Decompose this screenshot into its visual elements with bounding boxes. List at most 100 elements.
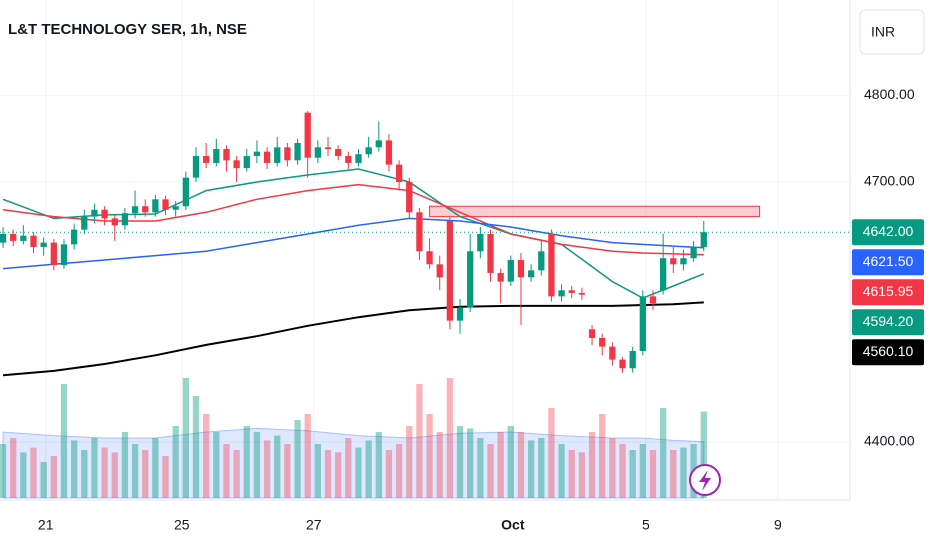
candle-body — [416, 212, 423, 252]
x-tick-label: 5 — [642, 517, 650, 533]
candle-body — [233, 160, 240, 169]
volume-bar — [568, 450, 575, 498]
volume-bar — [456, 426, 464, 498]
candle-body — [50, 242, 57, 266]
volume-bar — [263, 440, 271, 498]
volume-bar — [274, 435, 281, 498]
volume-bar — [558, 444, 565, 498]
volume-bar — [284, 444, 291, 498]
price-label: 4594.20 — [863, 313, 914, 329]
candle-body — [253, 151, 261, 156]
volume-bar — [527, 440, 535, 498]
price-pane — [0, 110, 850, 377]
y-tick-label: 4700.00 — [864, 173, 915, 189]
volume-bar — [619, 444, 626, 498]
candle-body — [700, 232, 707, 247]
volume-bar — [70, 440, 78, 498]
volume-bar — [426, 414, 433, 498]
volume-bar — [416, 384, 423, 498]
candle-body — [385, 140, 393, 165]
x-tick-label: 25 — [174, 517, 190, 533]
x-tick-label: Oct — [501, 517, 525, 533]
candle-body — [284, 147, 291, 161]
candle-body — [111, 218, 118, 226]
candle-body — [355, 154, 362, 163]
volume-bar — [0, 444, 7, 498]
volume-bar — [20, 452, 27, 498]
candle-body — [629, 350, 636, 369]
axes: 4400.00 4700.00 4800.00 21 25 27 Oct 5 9 4642.00 4… — [38, 86, 924, 533]
candle-body — [578, 292, 586, 295]
candle-body — [314, 147, 322, 158]
price-label: 4642.00 — [863, 223, 914, 239]
volume-bar — [243, 426, 250, 498]
candle-body — [395, 164, 403, 182]
volume-bar — [365, 440, 372, 498]
price-label-box — [852, 279, 924, 306]
candle-body — [243, 155, 250, 169]
chart-title: L&T TECHNOLOGY SER, 1h, NSE — [8, 21, 247, 38]
volume-bar — [162, 456, 169, 498]
lightning-icon[interactable] — [689, 464, 721, 496]
candle-body — [487, 233, 494, 273]
candle-body — [477, 233, 484, 252]
candle-body — [426, 251, 433, 265]
candle-body — [436, 264, 443, 278]
candle-body — [507, 259, 514, 282]
candle-body — [192, 155, 200, 178]
x-tick-label: 27 — [306, 517, 322, 533]
volume-bar — [599, 414, 606, 498]
candle-body — [670, 258, 677, 265]
currency-button[interactable] — [859, 9, 925, 55]
candle-body — [142, 206, 149, 213]
volume-bar — [233, 450, 240, 498]
candle-body — [446, 220, 454, 321]
candle-body — [558, 290, 565, 297]
candle-body — [20, 235, 27, 241]
candle-body — [152, 199, 159, 213]
candle-body — [81, 216, 88, 230]
candle-body — [274, 147, 281, 163]
candle-body — [406, 181, 413, 213]
candle-body — [182, 177, 189, 207]
candle-body — [121, 213, 129, 226]
volume-bar — [81, 450, 88, 498]
volume-bar — [609, 438, 616, 498]
volume-bar — [649, 450, 657, 498]
volume-bar — [294, 420, 301, 498]
volume-bar — [142, 450, 149, 498]
volume-bar — [314, 444, 322, 498]
volume-bar — [345, 438, 352, 498]
volume-average-area — [2, 427, 705, 499]
volume-bar — [253, 432, 261, 498]
volume-bar — [335, 452, 342, 498]
candle-body — [649, 296, 657, 304]
volume-bar — [680, 447, 687, 498]
volume-bar — [588, 432, 596, 498]
candle-body — [609, 346, 616, 360]
volume-bar — [203, 414, 210, 498]
candle-body — [659, 258, 667, 291]
volume-bar — [670, 450, 677, 498]
candle-body — [172, 206, 179, 210]
volume-bar — [172, 426, 179, 498]
volume-bar — [121, 432, 129, 498]
y-tick-label: 4400.00 — [864, 433, 915, 449]
volume-bar — [497, 432, 504, 498]
x-tick-label: 9 — [774, 517, 782, 533]
volume-bar — [477, 438, 484, 498]
volume-bar — [659, 408, 667, 498]
volume-bar — [213, 432, 220, 498]
candle-body — [527, 270, 535, 278]
currency-label[interactable]: INR — [871, 24, 895, 40]
volume-bar — [50, 456, 57, 498]
volume-bar — [304, 414, 311, 498]
volume-bar — [355, 447, 362, 498]
price-label: 4560.10 — [863, 343, 914, 359]
x-tick-label: 21 — [38, 517, 54, 533]
candle-body — [91, 209, 98, 217]
candle-body — [162, 199, 169, 210]
candle-body — [639, 296, 646, 351]
